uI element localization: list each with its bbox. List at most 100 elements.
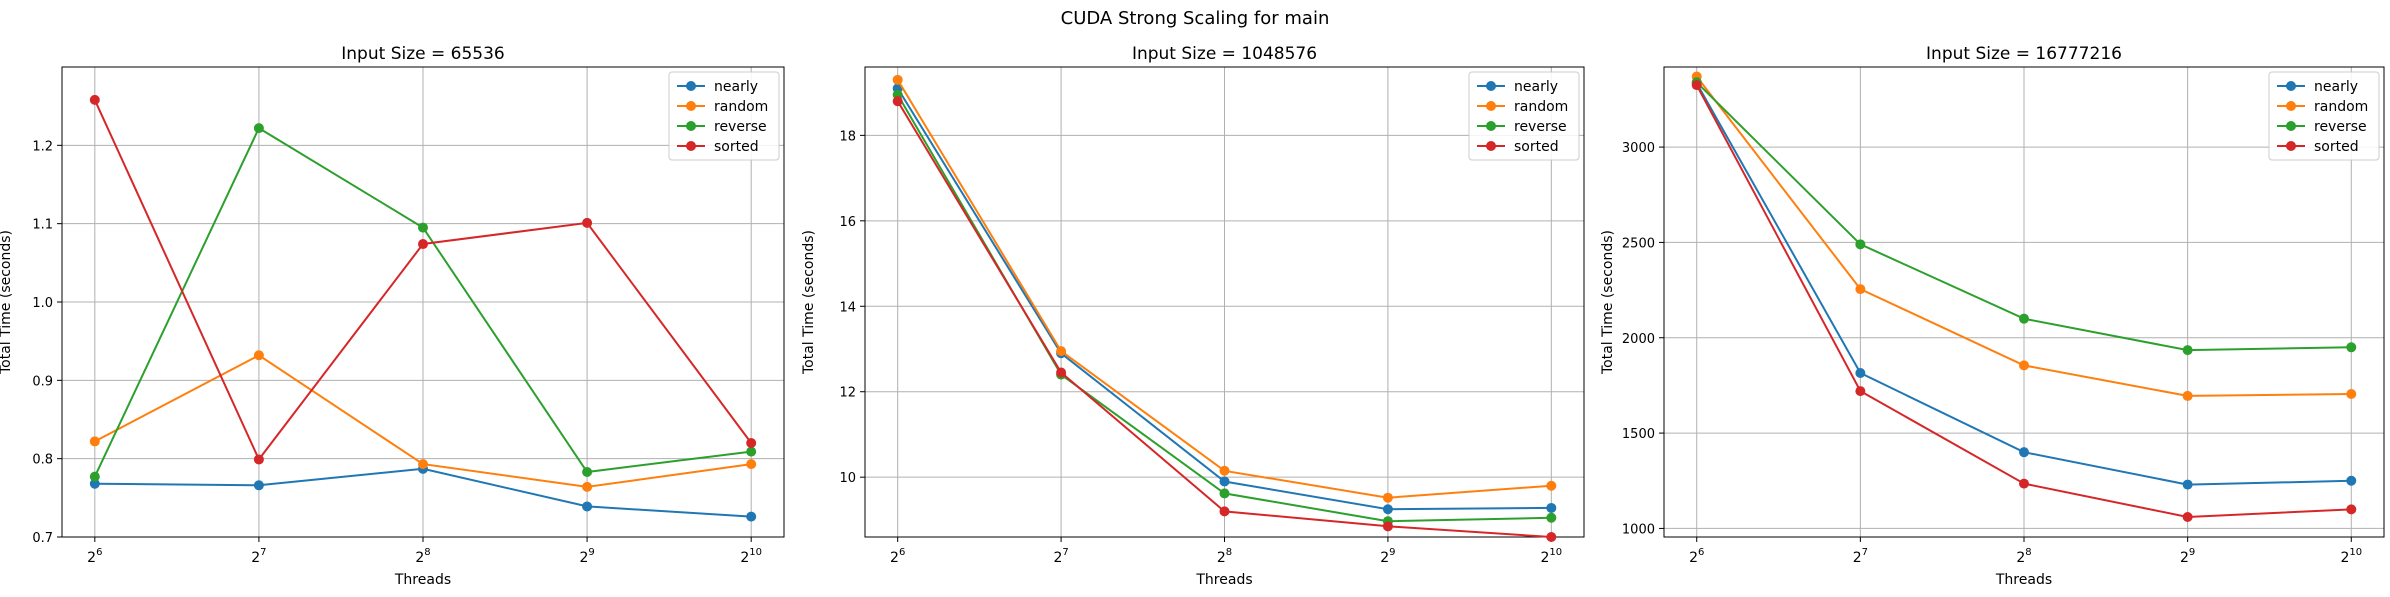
x-tick-label: 29 [579, 547, 594, 566]
x-tick-label: 28 [415, 547, 430, 566]
legend: nearly random reverse sorted [2268, 71, 2380, 161]
legend-box [2268, 71, 2380, 161]
legend: nearly random reverse sorted [668, 71, 780, 161]
x-tick-label: 26 [890, 547, 905, 566]
data-point-reverse [1855, 239, 1866, 250]
y-tick-label: 2000 [1622, 332, 1655, 347]
data-point-random [418, 459, 428, 470]
y-tick-label: 3000 [1622, 141, 1655, 156]
y-tick-label: 1500 [1622, 427, 1655, 442]
y-tick-label: 0.7 [32, 531, 53, 546]
y-tick-label: 1.1 [32, 218, 53, 233]
data-point-random [2182, 390, 2193, 401]
legend-label-random: random [714, 99, 768, 115]
data-point-reverse [418, 222, 428, 233]
legend-marker-nearly [686, 81, 696, 91]
data-point-random [1056, 346, 1067, 357]
data-point-nearly [2019, 447, 2029, 458]
x-tick-label: 210 [1540, 547, 1562, 566]
y-tick-label: 12 [839, 386, 856, 401]
y-tick-label: 16 [839, 215, 856, 230]
legend-label-nearly: nearly [714, 79, 758, 95]
data-point-nearly [746, 511, 757, 522]
axes-frame [864, 66, 1585, 538]
y-tick-label: 1000 [1622, 522, 1655, 537]
legend-box [1468, 71, 1580, 161]
data-point-sorted [892, 96, 903, 107]
legend-marker-nearly [1486, 81, 1496, 91]
y-tick-label: 0.9 [32, 374, 53, 389]
y-tick-label: 14 [839, 300, 856, 315]
data-point-reverse [582, 466, 593, 477]
data-point-reverse [89, 471, 100, 482]
data-point-reverse [1546, 512, 1557, 523]
data-point-random [892, 74, 903, 85]
data-point-random [746, 459, 757, 470]
legend-label-nearly: nearly [1514, 79, 1558, 95]
data-point-random [1546, 480, 1557, 491]
legend-label-random: random [2314, 99, 2368, 115]
legend-marker-reverse [686, 121, 696, 131]
chart-panel-2: 26 27 28 29 210 10 12 14 16 18 Input Size = 104857… [801, 44, 1585, 588]
data-point-reverse [1219, 488, 1230, 499]
data-point-sorted [2182, 511, 2193, 522]
data-point-nearly [89, 478, 100, 489]
figure-title: CUDA Strong Scaling for main [1061, 8, 1330, 29]
axes-frame [1663, 66, 2385, 538]
data-point-random [1382, 492, 1393, 503]
x-tick-label: 28 [1217, 547, 1232, 566]
x-axis-label: Threads [394, 572, 451, 588]
axes-frame [61, 66, 785, 538]
x-tick-label: 27 [1053, 547, 1068, 566]
data-point-random [582, 481, 593, 492]
data-point-sorted [89, 94, 100, 105]
x-tick-label: 27 [1853, 547, 1868, 566]
legend: nearly random reverse sorted [1468, 71, 1580, 161]
y-axis-label: Total Time (seconds) [1600, 230, 1616, 375]
legend-marker-random [1486, 101, 1496, 111]
y-axis-label: Total Time (seconds) [0, 230, 14, 375]
data-point-random [2346, 388, 2357, 399]
legend-marker-random [2286, 101, 2296, 111]
legend-marker-reverse [1486, 121, 1496, 131]
x-tick-label: 28 [2016, 547, 2031, 566]
legend-label-reverse: reverse [714, 119, 767, 135]
x-axis-label: Threads [1195, 572, 1252, 588]
legend-marker-sorted [686, 141, 696, 151]
data-point-reverse [2346, 342, 2357, 353]
chart-title: Input Size = 1048576 [1132, 44, 1317, 64]
data-point-sorted [253, 454, 264, 465]
data-point-sorted [1855, 386, 1866, 397]
y-tick-label: 2500 [1622, 236, 1655, 251]
x-tick-label: 26 [87, 547, 102, 566]
chart-panel-1: 26 27 28 29 210 0.7 0.8 0.9 1.0 1.1 1.2 Input Size … [0, 44, 785, 588]
data-point-sorted [1546, 532, 1557, 542]
x-tick-label: 210 [2340, 547, 2362, 566]
legend-label-sorted: sorted [1514, 139, 1559, 155]
legend-label-nearly: nearly [2314, 79, 2358, 95]
data-point-reverse [2182, 345, 2193, 356]
legend-marker-sorted [2286, 141, 2296, 151]
data-point-nearly [1219, 476, 1230, 487]
legend-marker-random [686, 101, 696, 111]
data-point-sorted [418, 239, 428, 250]
y-axis-label: Total Time (seconds) [801, 230, 817, 375]
data-point-sorted [582, 217, 593, 228]
data-point-nearly [1382, 504, 1393, 515]
x-tick-label: 26 [1689, 547, 1704, 566]
data-point-sorted [1382, 521, 1393, 532]
legend-marker-nearly [2286, 81, 2296, 91]
data-point-sorted [1691, 80, 1702, 91]
data-point-random [1219, 465, 1230, 476]
y-tick-label: 1.0 [32, 296, 53, 311]
x-tick-label: 29 [2180, 547, 2195, 566]
legend-label-reverse: reverse [2314, 119, 2367, 135]
data-point-sorted [1219, 506, 1230, 517]
data-point-random [253, 350, 264, 361]
data-point-nearly [582, 501, 593, 512]
legend-marker-reverse [2286, 121, 2296, 131]
x-tick-label: 210 [740, 547, 762, 566]
x-axis-label: Threads [1995, 572, 2052, 588]
